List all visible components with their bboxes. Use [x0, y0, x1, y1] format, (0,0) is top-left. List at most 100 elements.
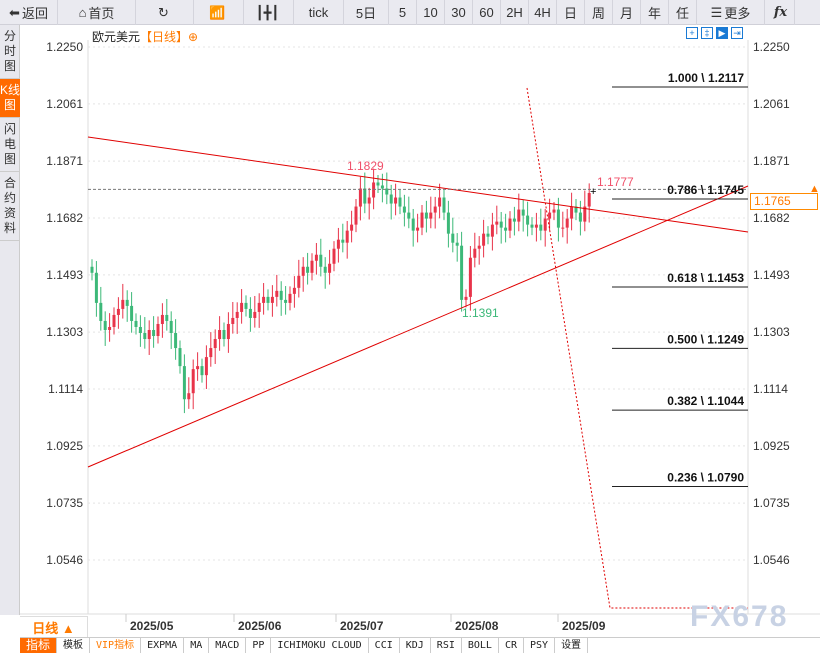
- candle-body: [345, 230, 349, 243]
- scroll-up-icon: ▲: [809, 183, 820, 195]
- period-selector[interactable]: 日线 ▲: [20, 616, 88, 638]
- candle-body: [314, 254, 318, 261]
- candle-body: [376, 182, 380, 186]
- toolbar-button-19[interactable]: fx: [765, 0, 795, 25]
- sidebar-tab-2[interactable]: 闪电图: [0, 118, 20, 172]
- toolbar-button-8[interactable]: 10: [417, 0, 445, 25]
- toolbar-button-1[interactable]: ⌂ 首页: [58, 0, 136, 25]
- candle-body: [552, 209, 556, 213]
- toolbar-button-14[interactable]: 周: [585, 0, 613, 25]
- toolbar-label: 周: [591, 6, 605, 21]
- sidebar-tab-0[interactable]: 分时图: [0, 25, 20, 79]
- candle-body: [134, 320, 138, 327]
- toolbar-button-0[interactable]: ⬅ 返回: [0, 0, 58, 25]
- candle-body: [178, 348, 182, 367]
- candle-body: [367, 197, 371, 204]
- candle-body: [138, 326, 142, 334]
- goto-end-icon[interactable]: ⇥: [731, 27, 743, 39]
- candle-body: [116, 308, 120, 315]
- indicator-tab-8[interactable]: CCI: [369, 638, 400, 653]
- candle-body: [125, 299, 129, 306]
- y-tick-left: 1.0735: [46, 496, 83, 510]
- indicator-tab-10[interactable]: RSI: [431, 638, 462, 653]
- toolbar-button-11[interactable]: 2H: [501, 0, 529, 25]
- low-annotation: 1.1391: [462, 306, 499, 320]
- indicator-tab-5[interactable]: MACD: [209, 638, 247, 653]
- toolbar-label: 月: [619, 6, 633, 21]
- candlestick-icon: ┃╋┃: [255, 4, 280, 20]
- indicator-tab-11[interactable]: BOLL: [462, 638, 499, 653]
- indicator-tab-0[interactable]: 指标: [20, 638, 58, 653]
- toolbar-button-7[interactable]: 5: [389, 0, 417, 25]
- indicator-tab-14[interactable]: 设置: [555, 638, 589, 653]
- crosshair-icon[interactable]: +: [686, 27, 698, 39]
- toolbar-button-5[interactable]: tick: [294, 0, 344, 25]
- menu-icon: ☰: [710, 4, 723, 20]
- toolbar-button-18[interactable]: ☰ 更多: [697, 0, 765, 25]
- indicator-tab-1[interactable]: 模板: [57, 638, 91, 653]
- crosshair-marker: +: [590, 186, 596, 198]
- candle-body: [460, 245, 464, 300]
- toolbar-button-17[interactable]: 任: [669, 0, 697, 25]
- indicator-tab-12[interactable]: CR: [499, 638, 524, 653]
- candle-body: [244, 302, 248, 309]
- candle-body: [328, 263, 332, 273]
- toolbar-button-4[interactable]: ┃╋┃: [244, 0, 294, 25]
- sidebar-tab-3[interactable]: 合约资料: [0, 172, 20, 241]
- candle-body: [196, 366, 200, 370]
- candle-body: [147, 329, 151, 340]
- candle-body: [477, 245, 481, 249]
- candle-body: [112, 314, 116, 327]
- x-tick-label: 2025/05: [130, 619, 174, 633]
- toolbar-label: 日: [563, 6, 577, 21]
- toolbar-button-6[interactable]: 5日: [344, 0, 389, 25]
- y-tick-left: 1.2061: [46, 97, 83, 111]
- toolbar-button-10[interactable]: 60: [473, 0, 501, 25]
- toolbar-label: tick: [308, 5, 329, 20]
- candle-body: [165, 314, 169, 321]
- indicator-tab-6[interactable]: PP: [246, 638, 272, 653]
- indicator-tab-4[interactable]: MA: [184, 638, 210, 653]
- y-tick-left: 1.0925: [46, 439, 83, 453]
- candle-body: [561, 227, 565, 229]
- candle-body: [512, 218, 516, 222]
- line-chart-icon: 📶: [209, 4, 226, 20]
- candle-body: [411, 218, 415, 231]
- toolbar-button-2[interactable]: ↻: [136, 0, 194, 25]
- y-tick-right: 1.0925: [753, 439, 790, 453]
- toolbar-label: 更多: [724, 6, 751, 21]
- indicator-tab-7[interactable]: ICHIMOKU CLOUD: [271, 638, 369, 653]
- candle-body: [394, 197, 398, 204]
- y-tick-right: 1.1493: [753, 268, 790, 282]
- toolbar-button-9[interactable]: 30: [445, 0, 473, 25]
- toolbar-button-12[interactable]: 4H: [529, 0, 557, 25]
- toolbar-button-13[interactable]: 日: [557, 0, 585, 25]
- x-tick-label: 2025/06: [238, 619, 282, 633]
- candle-body: [389, 194, 393, 204]
- toolbar-label: 返回: [21, 6, 48, 21]
- add-indicator-button[interactable]: ⊕: [188, 30, 199, 44]
- x-tick-label: 2025/08: [455, 619, 499, 633]
- candle-body: [521, 209, 525, 216]
- candle-body: [200, 366, 204, 376]
- candle-body: [297, 275, 301, 288]
- symbol-name: 欧元美元: [92, 30, 141, 44]
- sidebar-tab-1[interactable]: K线图: [0, 79, 20, 118]
- candle-body: [464, 296, 468, 300]
- indicator-tab-9[interactable]: KDJ: [400, 638, 431, 653]
- last-price-label: 1.1765: [750, 193, 818, 210]
- toolbar-button-15[interactable]: 月: [613, 0, 641, 25]
- indicator-tab-2[interactable]: VIP指标: [90, 638, 142, 653]
- candle-body: [504, 227, 508, 231]
- candle-body: [279, 290, 283, 300]
- candle-body: [174, 333, 178, 349]
- indicator-tab-3[interactable]: EXPMA: [141, 638, 185, 653]
- toolbar-button-3[interactable]: 📶: [194, 0, 244, 25]
- play-icon[interactable]: ▶: [716, 27, 728, 39]
- toolbar-button-16[interactable]: 年: [641, 0, 669, 25]
- fit-icon[interactable]: ‡: [701, 27, 713, 39]
- indicator-tab-13[interactable]: PSY: [524, 638, 556, 653]
- toolbar-label: 5日: [355, 6, 377, 21]
- candle-body: [182, 366, 186, 400]
